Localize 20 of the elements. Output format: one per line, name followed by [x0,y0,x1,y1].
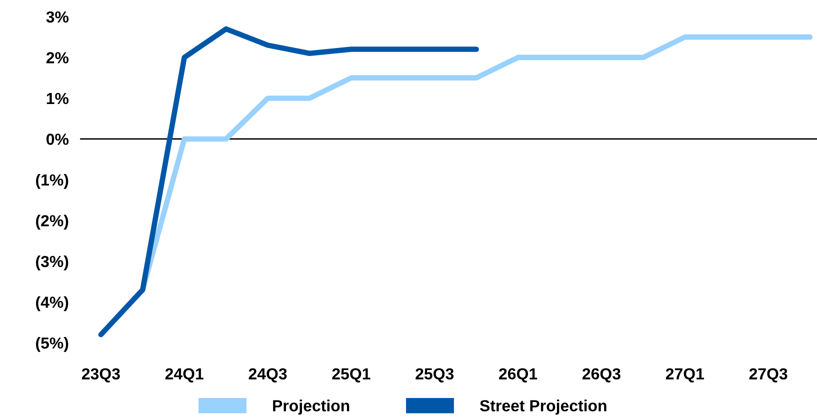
x-tick-label: 27Q3 [749,368,788,382]
x-tick-label: 25Q1 [332,368,370,382]
legend-label: Projection [273,400,350,415]
y-tick-label: 2% [46,52,69,64]
y-tick-label: (4%) [36,296,68,312]
y-tick-label: (2%) [36,214,68,230]
x-tick-label: 23Q3 [82,368,120,382]
x-tick-label: 26Q3 [582,368,620,382]
y-tick-label: (3%) [36,255,68,270]
y-tick-label: (5%) [36,336,68,352]
x-tick-label: 24Q3 [248,368,287,382]
y-tick-label: (1%) [36,174,68,189]
x-tick-label: 27Q1 [666,368,704,382]
x-tick-label: 24Q1 [165,368,204,382]
y-tick-label: 1% [46,92,69,104]
y-tick-label: 0% [46,134,69,145]
x-tick-label: 26Q1 [499,368,538,382]
y-tick-label: 3% [46,11,69,23]
x-tick-label: 25Q3 [416,368,454,382]
legend-label: Street Projection [480,400,606,415]
